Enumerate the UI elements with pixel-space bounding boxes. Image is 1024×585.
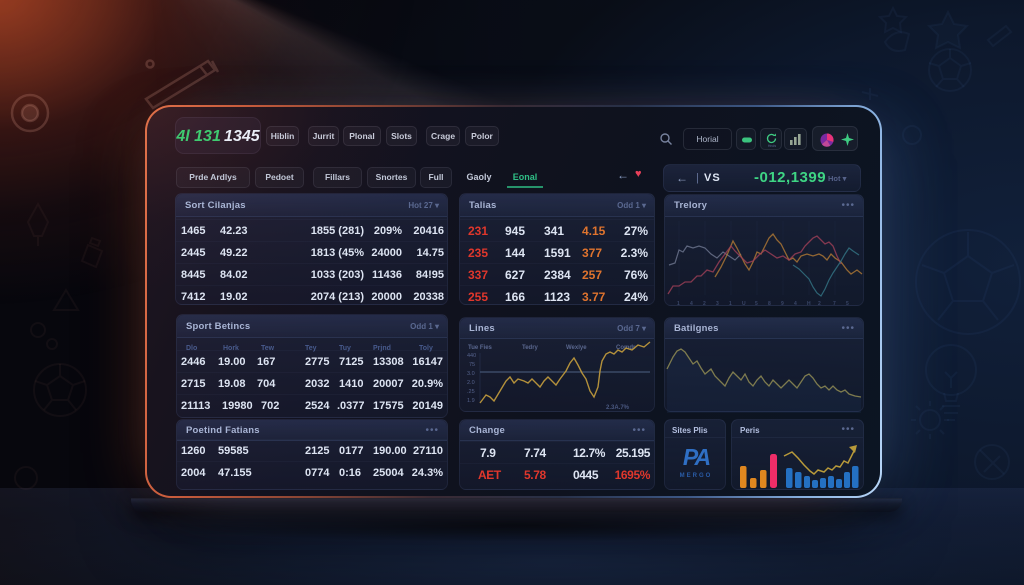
svg-text:9: 9	[781, 301, 784, 307]
svg-text:5: 5	[846, 301, 849, 307]
svg-text:1: 1	[677, 301, 680, 307]
svg-text:2.3A.7%: 2.3A.7%	[606, 405, 630, 411]
svg-text:2: 2	[818, 301, 821, 307]
svg-text:8: 8	[768, 301, 771, 307]
svg-text:440: 440	[467, 353, 476, 359]
svg-text:Tue Fies: Tue Fies	[468, 345, 493, 351]
svg-text:1.9: 1.9	[467, 398, 475, 404]
svg-text:2: 2	[703, 301, 706, 307]
svg-text:7: 7	[833, 301, 836, 307]
svg-text:.25: .25	[467, 389, 475, 395]
svg-text:1: 1	[729, 301, 732, 307]
svg-text:3.0: 3.0	[467, 371, 475, 377]
svg-text:4: 4	[794, 301, 797, 307]
svg-text:3: 3	[716, 301, 719, 307]
svg-text:H: H	[807, 301, 811, 307]
svg-text:75: 75	[469, 362, 475, 368]
svg-text:Wexlye: Wexlye	[566, 345, 587, 351]
svg-text:2.0: 2.0	[467, 380, 475, 386]
svg-text:4: 4	[690, 301, 693, 307]
svg-text:Tedry: Tedry	[522, 345, 539, 351]
svg-text:5: 5	[755, 301, 758, 307]
svg-text:U: U	[742, 301, 746, 307]
